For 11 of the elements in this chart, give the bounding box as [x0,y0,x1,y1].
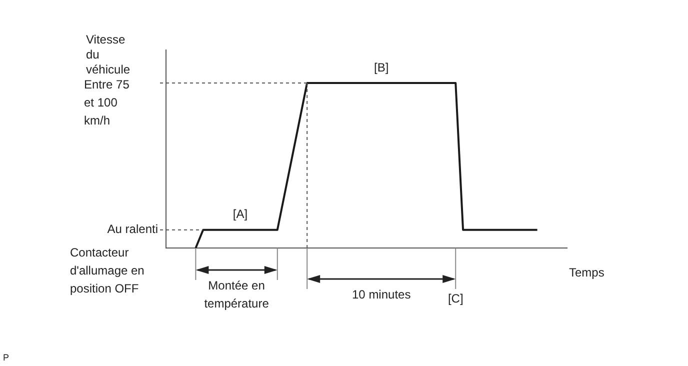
y-axis-title: Vitesse du véhicule [86,32,130,76]
text: [C] [448,291,464,306]
ref-line-label: Au ralenti [107,222,158,236]
x-axis-title: Temps [569,265,604,280]
text: 10 minutes [352,287,411,302]
text: P [3,352,10,362]
ref-line-label: Entre 75 et 100 km/h [84,77,130,128]
text: Montée en température [204,278,270,310]
text: Contacteur d'allumage en position OFF [70,245,144,296]
annotation: [B] [374,60,389,74]
annotation: [A] [232,207,248,222]
